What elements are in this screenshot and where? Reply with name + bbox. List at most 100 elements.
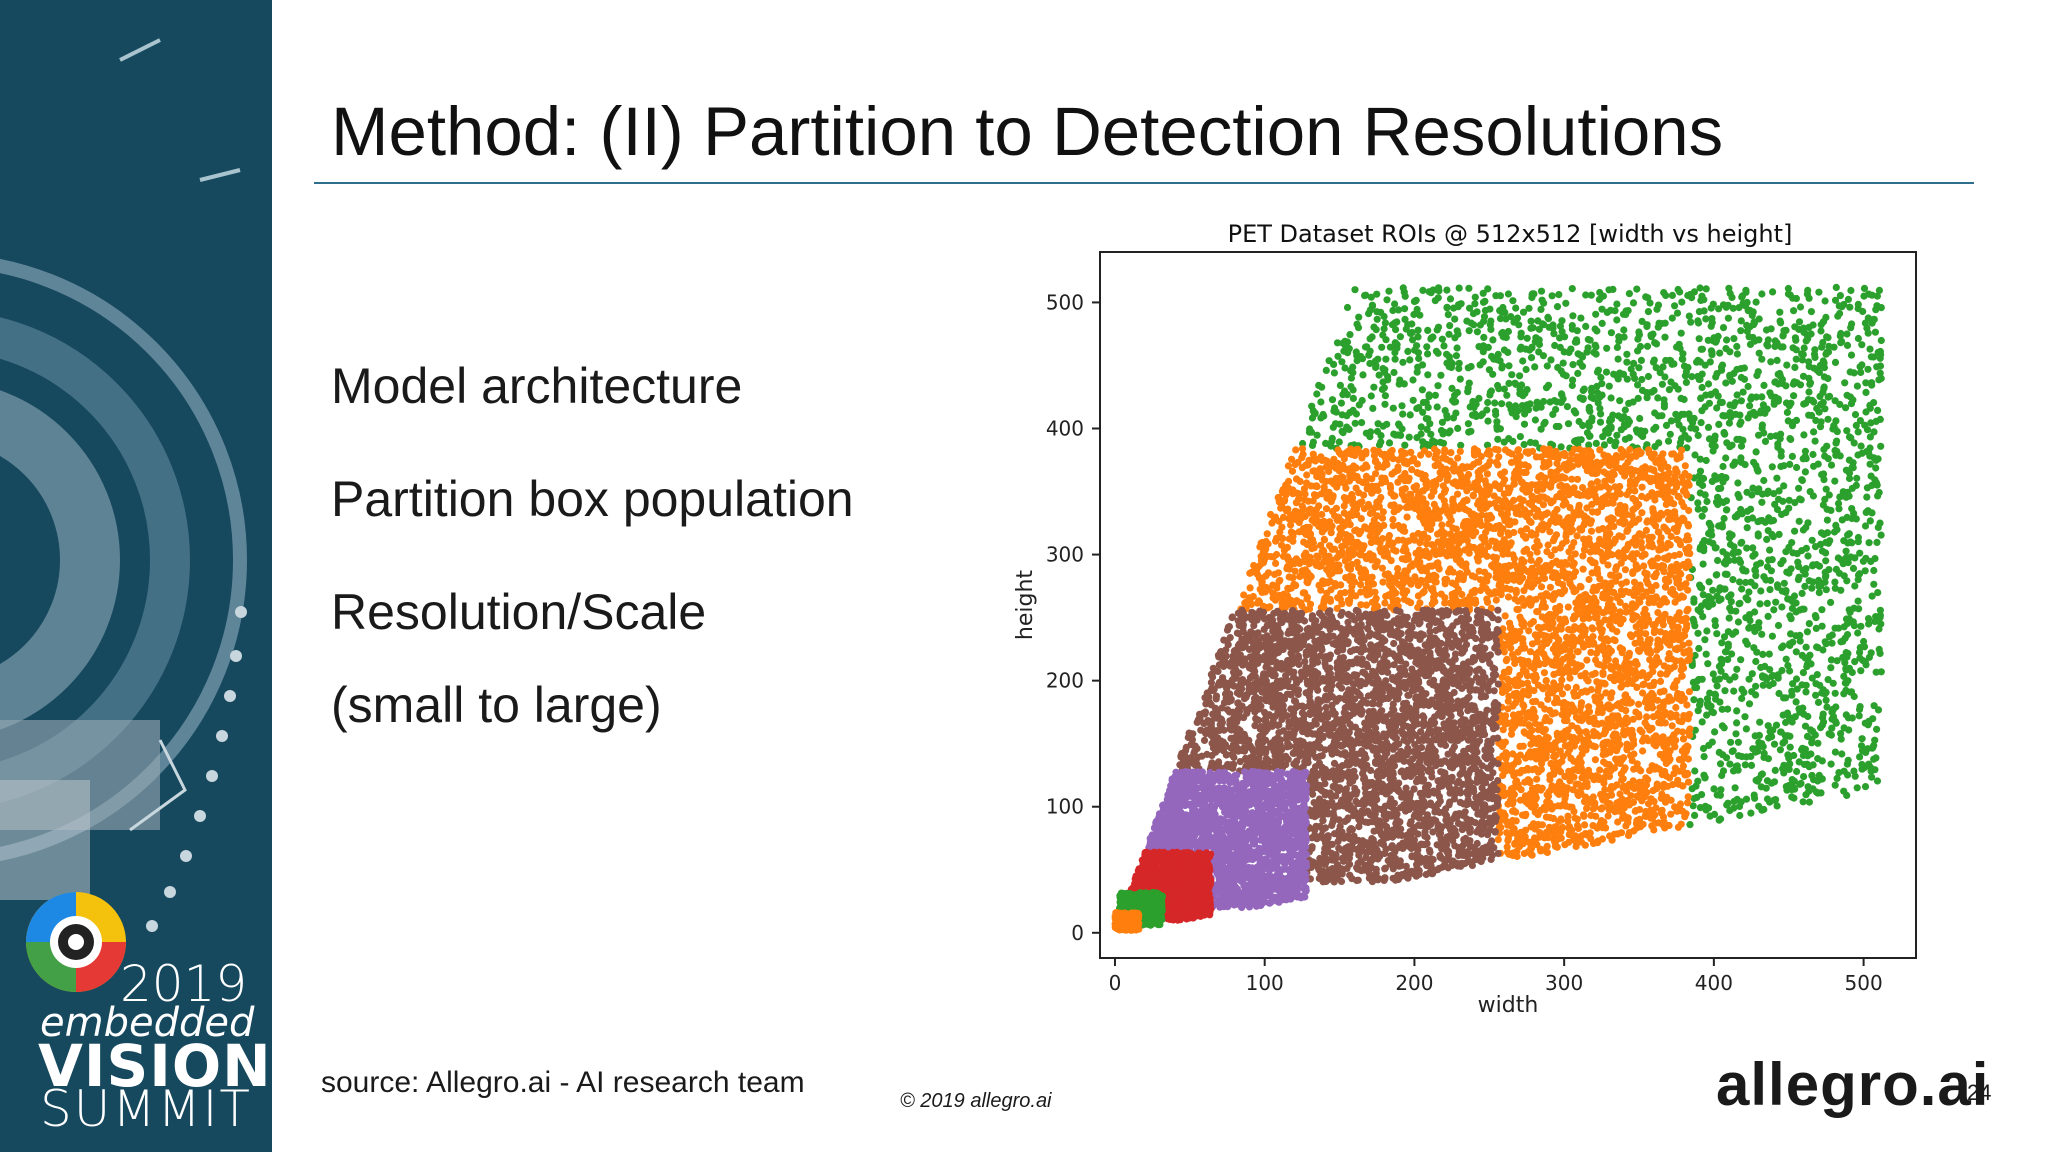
data-point [1397,431,1405,439]
data-point [1443,411,1451,419]
data-point [1349,386,1357,394]
data-point [1419,286,1427,294]
data-point [1685,410,1693,418]
data-point [1848,320,1856,328]
data-point [1851,411,1860,419]
data-point [1687,424,1695,432]
data-point [1518,766,1526,775]
data-point [1705,578,1713,586]
data-point [1783,786,1791,794]
data-point [1345,553,1353,561]
data-point [1733,435,1741,443]
data-point [1785,496,1793,504]
data-point [1496,307,1504,315]
bullet-item: Model architecture [331,358,743,414]
data-point [1677,329,1685,337]
data-point [1805,358,1813,366]
data-point [1434,323,1443,331]
data-point [1740,375,1749,383]
data-point [1556,343,1564,351]
data-point [1665,774,1674,782]
data-point [1831,748,1839,756]
data-point [1634,381,1642,389]
data-point [1591,325,1599,333]
data-point [1401,485,1409,493]
data-point [1870,566,1878,575]
data-point [1406,411,1414,419]
data-point [1448,551,1456,559]
data-point [1419,398,1427,407]
data-point [1519,308,1528,316]
data-point [1610,636,1618,644]
data-point [1630,750,1638,758]
data-point [1772,598,1780,606]
data-point [1362,429,1370,437]
data-point [1629,299,1638,307]
data-point [1634,335,1642,343]
data-point [1780,694,1788,702]
data-point [1765,650,1773,658]
data-point [1504,593,1513,601]
data-point [1729,461,1737,469]
data-point [1737,317,1745,325]
data-point [1416,599,1424,607]
data-point [1668,291,1676,299]
data-point [1766,546,1774,554]
data-point [1764,527,1772,535]
data-point [1588,671,1596,679]
data-point [1400,288,1408,296]
data-point [1417,423,1425,431]
dot [235,606,247,618]
data-point [1674,385,1682,393]
data-point [1759,673,1767,681]
data-point [1389,306,1397,315]
data-point [1483,441,1492,449]
data-point [1745,612,1753,620]
data-point [1395,420,1403,428]
data-point [1662,291,1670,300]
data-point [1455,284,1463,292]
data-point [1495,385,1503,393]
data-point [1695,479,1703,487]
data-point [1716,399,1724,407]
data-point [1798,746,1806,754]
data-point [1507,539,1515,547]
data-point [1696,455,1704,463]
data-point [1725,419,1733,427]
data-point [1537,425,1545,433]
data-point [1654,696,1662,704]
data-point [1710,810,1719,819]
data-point [1525,304,1533,312]
data-point [1758,290,1766,298]
data-point [1685,543,1693,551]
data-point [1607,571,1615,579]
data-point [1558,317,1566,325]
data-point [1391,319,1399,327]
data-point [1401,305,1409,313]
data-point [1873,292,1881,300]
data-point [1561,640,1570,648]
data-point [1795,318,1804,326]
data-point [1370,383,1378,391]
data-point [1330,369,1338,377]
data-point [1479,298,1488,306]
data-point [1790,784,1798,792]
data-point [1504,327,1512,336]
data-point [1385,287,1393,295]
data-point [1483,462,1491,470]
data-point [1607,329,1615,337]
data-point [1811,346,1819,354]
data-point [1629,398,1637,406]
data-point [1394,506,1402,514]
data-point [1642,781,1651,789]
data-point [1684,769,1692,778]
data-point [1873,538,1881,546]
data-point [1791,363,1799,371]
data-point [1499,333,1507,341]
data-point [1705,804,1713,812]
data-point [1713,370,1721,378]
data-point [1391,300,1399,308]
data-point [1306,456,1314,464]
data-point [1329,423,1337,431]
data-point [1723,570,1731,578]
